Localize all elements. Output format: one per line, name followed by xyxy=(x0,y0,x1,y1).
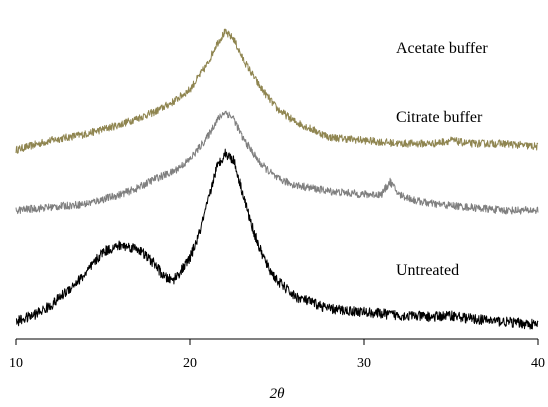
x-tick-label: 10 xyxy=(9,356,23,371)
series-group xyxy=(15,28,539,330)
x-tick-label: 20 xyxy=(183,356,197,371)
series-line-untreated xyxy=(15,148,539,330)
series-line-citrate xyxy=(15,110,539,215)
series-label-citrate: Citrate buffer xyxy=(396,109,483,126)
x-ticks: 10 20 30 40 xyxy=(9,339,545,371)
x-tick-label: 40 xyxy=(531,356,545,371)
series-labels: Acetate buffer Citrate buffer Untreated xyxy=(396,40,488,279)
x-tick-label: 30 xyxy=(357,356,371,371)
series-label-acetate: Acetate buffer xyxy=(396,40,488,57)
series-line-acetate xyxy=(15,28,539,154)
x-axis-title: 2θ xyxy=(270,386,286,402)
series-label-untreated: Untreated xyxy=(396,262,459,279)
